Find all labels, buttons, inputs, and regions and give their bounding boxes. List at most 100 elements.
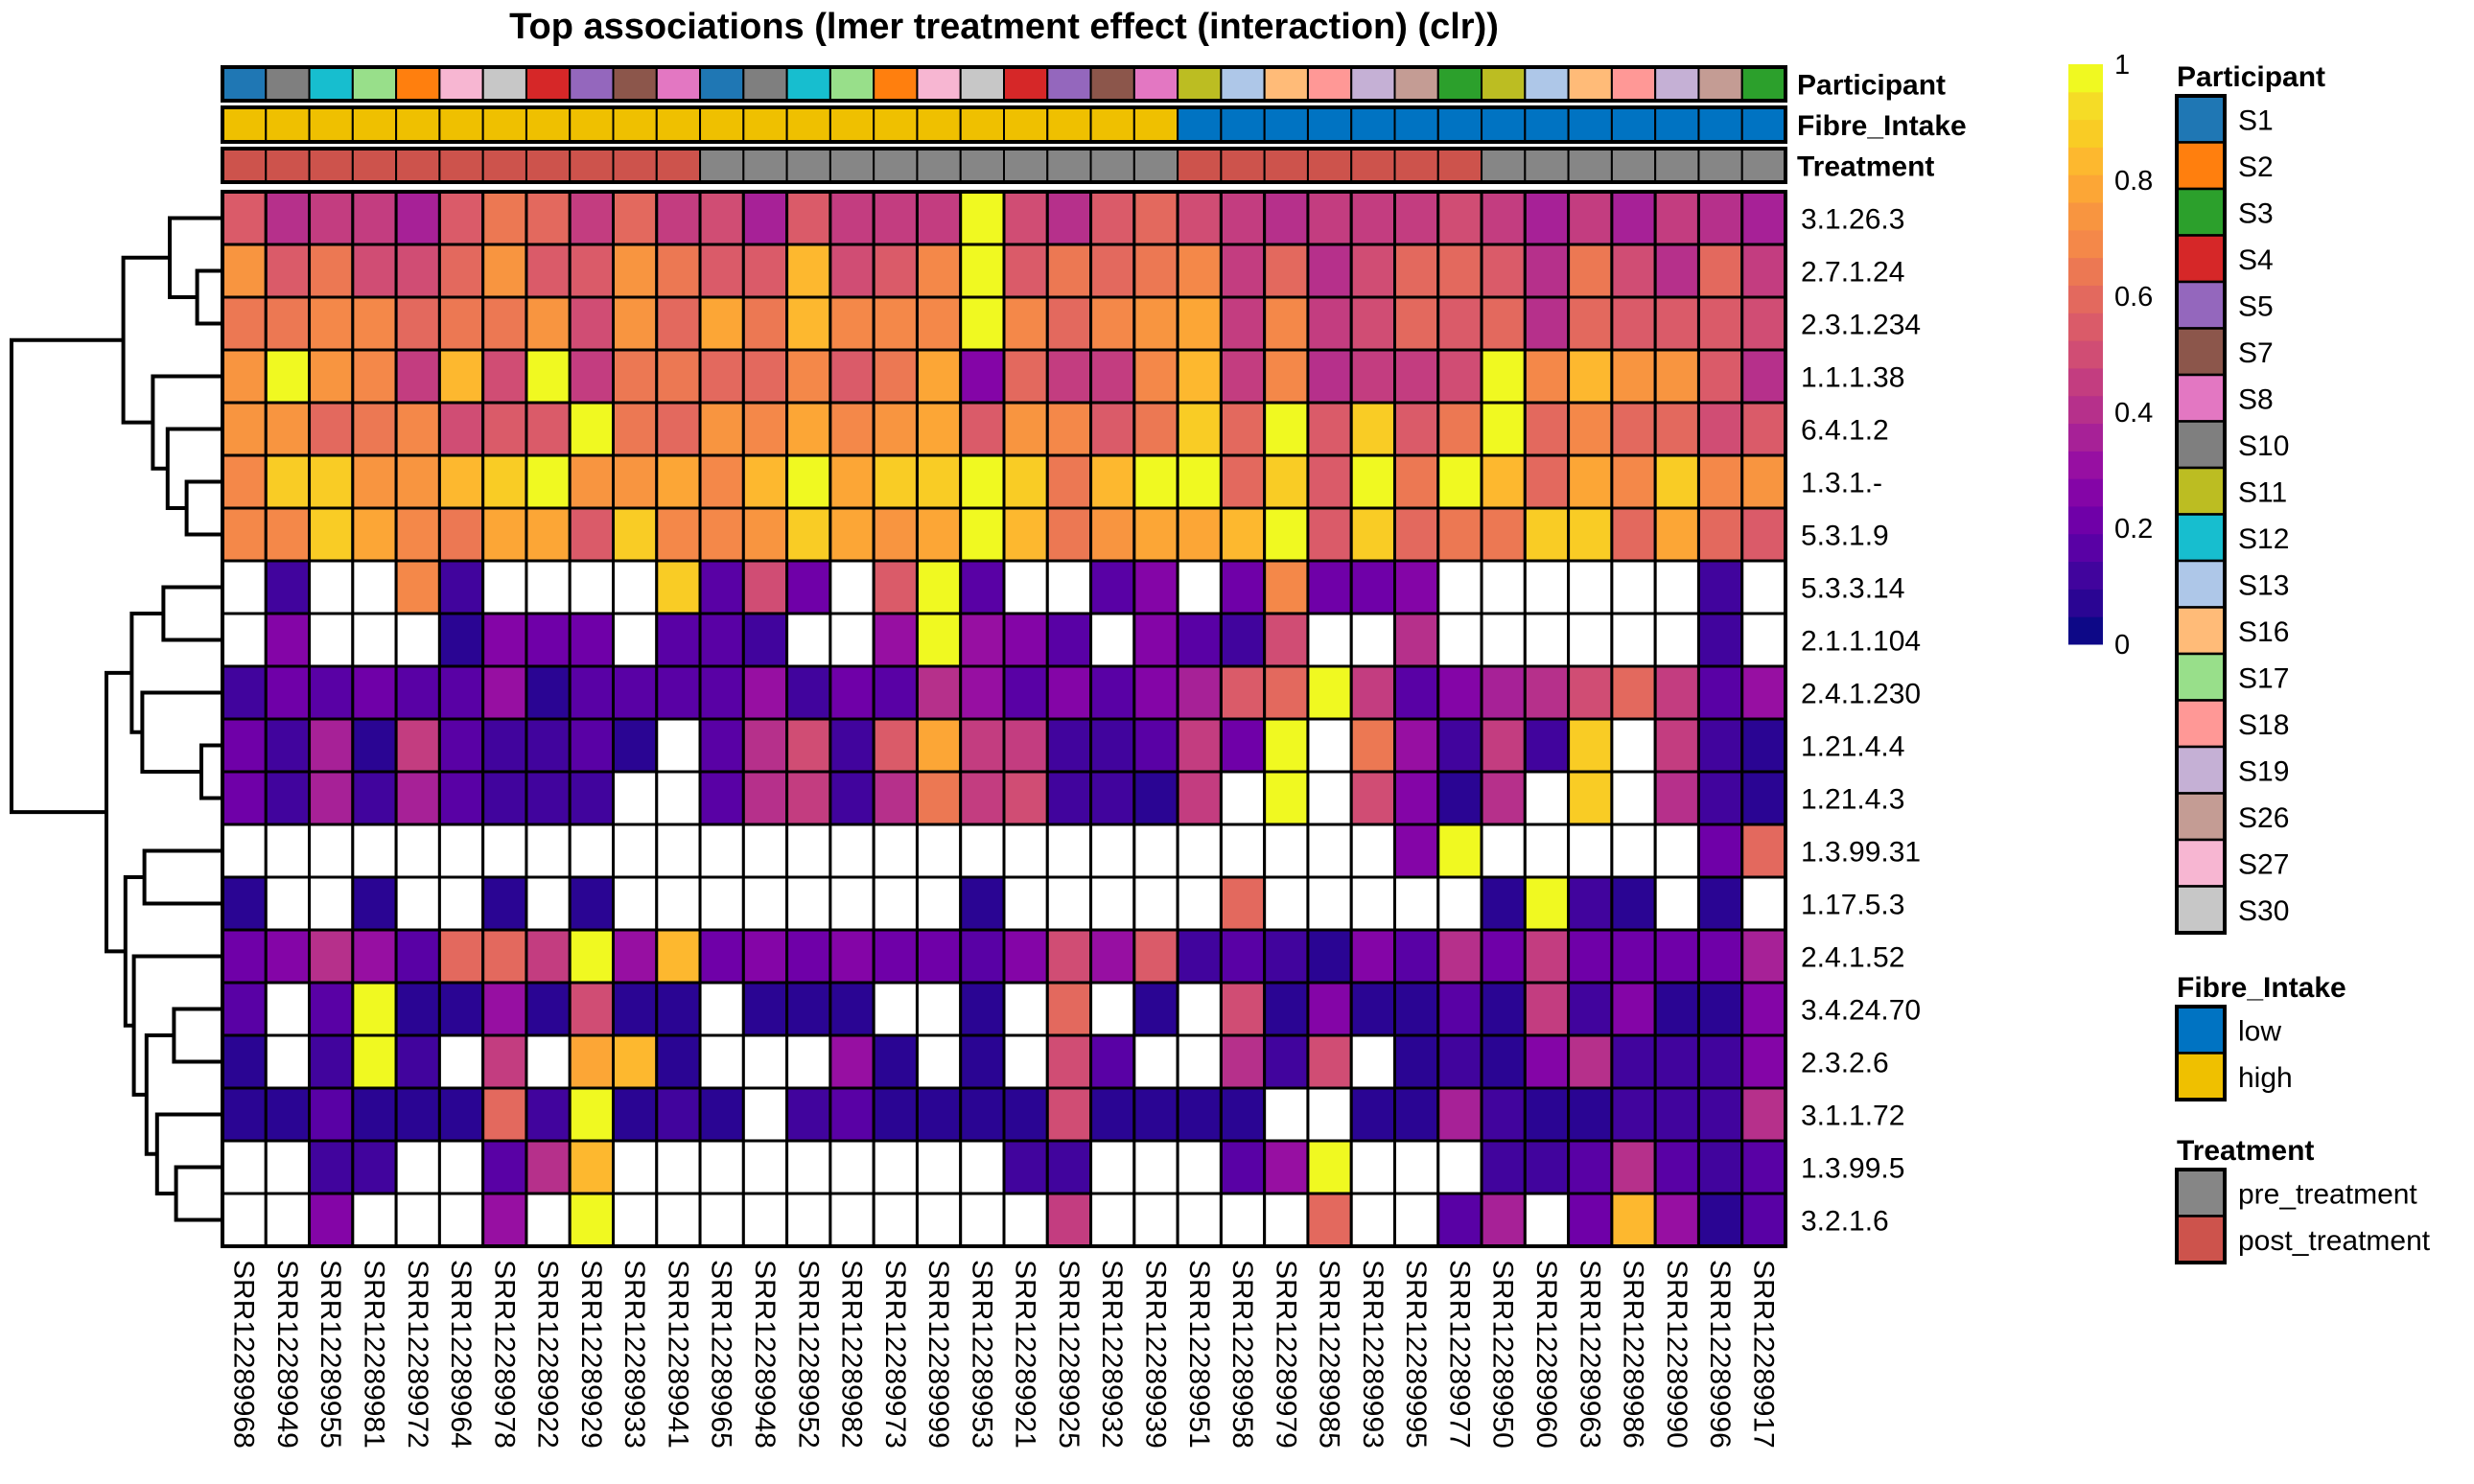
heatmap-cell: [1610, 664, 1657, 721]
heatmap-cell: [655, 928, 702, 985]
heatmap-cell: [1480, 295, 1527, 352]
heatmap-cell: [1567, 875, 1614, 932]
heatmap-cell: [221, 1086, 268, 1143]
heatmap-cell: [1653, 664, 1700, 721]
heatmap-cell: [612, 717, 659, 774]
column-label: SRR12289939: [1139, 1260, 1171, 1449]
column-label: SRR12289951: [1183, 1260, 1215, 1449]
heatmap-cell: [1349, 875, 1396, 932]
annotation-cell-participant: [916, 66, 962, 102]
heatmap-cell: [308, 506, 355, 563]
column-label: SRR12289986: [1618, 1260, 1649, 1449]
legend-swatch: [2175, 513, 2227, 563]
heatmap-cell: [1045, 717, 1093, 774]
annotation-cell-participant: [699, 66, 745, 102]
heatmap-cell: [525, 190, 572, 246]
heatmap-cell: [612, 243, 659, 299]
heatmap-cell: [655, 348, 702, 405]
heatmap-cell: [741, 612, 789, 668]
heatmap-cell: [1176, 1139, 1223, 1195]
heatmap-cell: [1436, 295, 1483, 352]
heatmap-cell: [1176, 664, 1223, 721]
heatmap-cell: [655, 823, 702, 879]
heatmap-cell: [698, 1033, 745, 1090]
legend-title: Treatment: [2177, 1135, 2314, 1167]
legend-swatch: [2175, 373, 2227, 423]
heatmap-cell: [698, 770, 745, 826]
heatmap-cell: [785, 717, 832, 774]
heatmap-cell: [351, 401, 398, 457]
heatmap-cell: [612, 190, 659, 246]
heatmap-cell: [1219, 559, 1267, 615]
annotation-cell-fibre-intake: [873, 106, 919, 143]
heatmap-cell: [1002, 190, 1049, 246]
annotation-cell-participant: [1263, 66, 1309, 102]
heatmap-cell: [915, 1139, 963, 1195]
heatmap-cell: [264, 453, 312, 510]
heatmap-cell: [1045, 612, 1093, 668]
heatmap-cell: [698, 506, 745, 563]
heatmap-cell: [829, 1192, 875, 1248]
heatmap-cell: [1653, 295, 1700, 352]
colorbar-segment: [2068, 616, 2103, 645]
heatmap-cell: [1263, 559, 1310, 615]
annotation-cell-fibre-intake: [612, 106, 658, 143]
legend-swatch: [2175, 1052, 2227, 1101]
heatmap-cell: [1219, 453, 1267, 510]
heatmap-cell: [264, 1086, 312, 1143]
heatmap-cell: [221, 1192, 268, 1248]
annotation-cell-treatment: [1306, 148, 1353, 183]
colorbar-tick-label: 0.4: [2114, 398, 2153, 429]
annotation-cell-participant: [1089, 66, 1135, 102]
heatmap-cell: [872, 506, 919, 563]
heatmap-cell: [437, 612, 485, 668]
heatmap-cell: [1740, 243, 1787, 299]
heatmap-cell: [1306, 401, 1353, 457]
heatmap-cell: [1610, 190, 1657, 246]
legend-label: S8: [2238, 383, 2274, 415]
heatmap-cell: [1176, 1033, 1223, 1090]
heatmap-cell: [1523, 401, 1571, 457]
heatmap-cell: [525, 612, 572, 668]
annotation-bar-border: [221, 65, 1787, 103]
heatmap-cell: [394, 401, 441, 457]
heatmap-cell: [1653, 928, 1700, 985]
dendrogram-branch: [174, 1165, 222, 1222]
heatmap-cell: [1393, 1139, 1440, 1195]
heatmap-cell: [1653, 506, 1700, 563]
heatmap-cell: [1176, 823, 1223, 879]
heatmap-cell: [612, 875, 659, 932]
legend-swatch: [2175, 234, 2227, 284]
heatmap-cell: [568, 295, 616, 352]
heatmap-cell: [1436, 770, 1483, 826]
annotation-cell-treatment: [916, 148, 962, 183]
annotation-cell-participant: [1740, 66, 1786, 102]
heatmap-cell: [1480, 559, 1527, 615]
heatmap-cell: [1263, 506, 1310, 563]
heatmap-cell: [1696, 401, 1744, 457]
heatmap-cell: [1480, 770, 1527, 826]
heatmap-cell: [1653, 875, 1700, 932]
column-label: SRR12289978: [488, 1260, 520, 1449]
heatmap-cell: [1393, 453, 1440, 510]
heatmap-cell: [1132, 295, 1179, 352]
heatmap-cell: [481, 770, 528, 826]
heatmap-cell: [655, 243, 702, 299]
heatmap-cell: [1306, 612, 1353, 668]
heatmap-cell: [394, 875, 441, 932]
heatmap-cell: [568, 612, 616, 668]
heatmap-cell: [915, 348, 963, 405]
heatmap-cell: [264, 981, 312, 1037]
heatmap-cell: [481, 612, 528, 668]
heatmap-cell: [351, 1086, 398, 1143]
heatmap-cell: [481, 1192, 528, 1248]
heatmap-cell: [1263, 1139, 1310, 1195]
heatmap-cell: [568, 401, 616, 457]
heatmap-cell: [1089, 875, 1136, 932]
heatmap-cell: [568, 875, 616, 932]
heatmap-cell: [741, 981, 789, 1037]
heatmap-cell: [1089, 348, 1136, 405]
dendrogram-branch: [184, 479, 222, 537]
legend-label: pre_treatment: [2238, 1178, 2417, 1210]
heatmap-cell: [1219, 1139, 1267, 1195]
